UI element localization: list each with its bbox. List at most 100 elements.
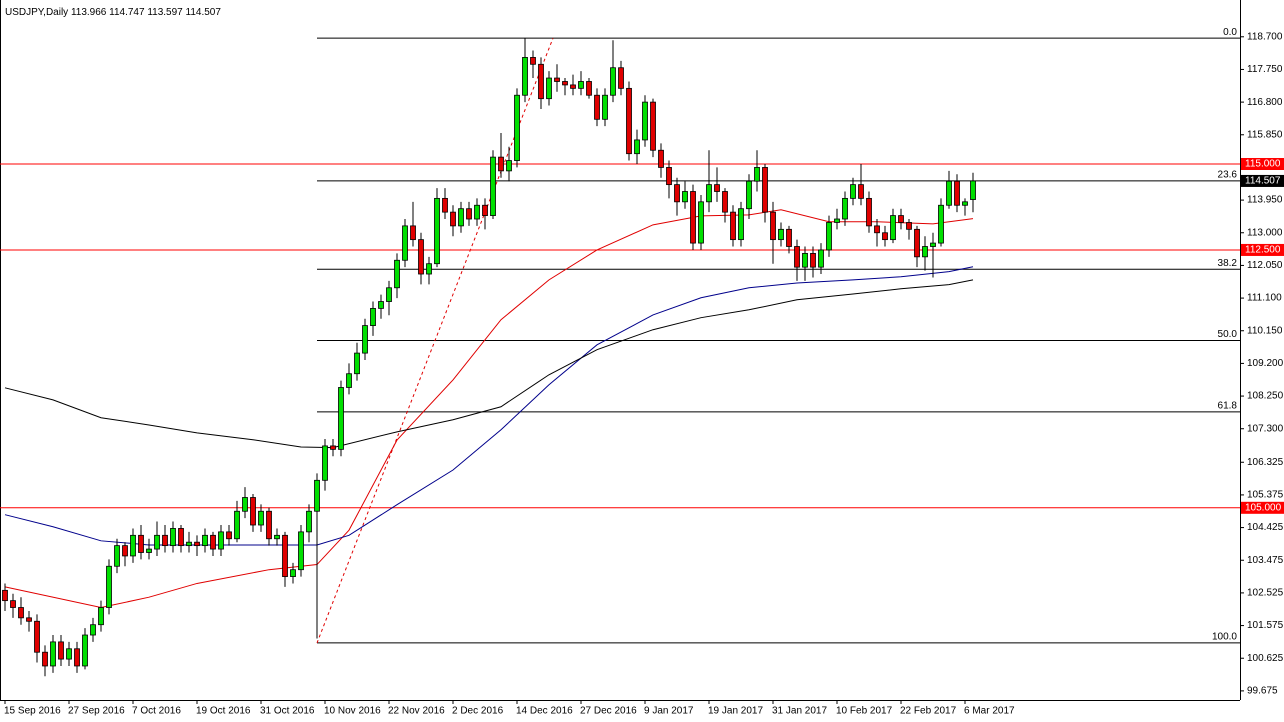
candle-body bbox=[98, 607, 104, 626]
candle-body bbox=[882, 232, 888, 241]
x-tick-label: 10 Nov 2016 bbox=[324, 706, 381, 717]
x-tick-label: 10 Feb 2017 bbox=[836, 706, 893, 717]
candle-body bbox=[482, 204, 488, 216]
candle-body bbox=[642, 101, 648, 141]
candle-body bbox=[370, 307, 376, 326]
candle-body bbox=[522, 57, 528, 96]
candle-body bbox=[938, 204, 944, 244]
candle-body bbox=[714, 184, 720, 192]
y-tick-label: 104.425 bbox=[1247, 522, 1284, 533]
candle-body bbox=[802, 252, 808, 268]
candle-body bbox=[298, 531, 304, 571]
candle-body bbox=[506, 160, 512, 172]
x-tick-label: 22 Feb 2017 bbox=[900, 706, 957, 717]
candle-body bbox=[594, 94, 600, 120]
y-tick-label: 103.475 bbox=[1247, 555, 1284, 566]
fib-label: 50.0 bbox=[1218, 329, 1238, 340]
candle-body bbox=[90, 624, 96, 636]
price-tag bbox=[1241, 174, 1284, 187]
y-tick-label: 109.200 bbox=[1247, 358, 1284, 369]
candle-body bbox=[10, 600, 16, 608]
candle-body bbox=[626, 87, 632, 155]
x-tick-label: 19 Oct 2016 bbox=[196, 706, 251, 717]
candle-body bbox=[210, 534, 216, 550]
x-tick-label: 6 Mar 2017 bbox=[964, 706, 1015, 717]
y-tick-label: 116.800 bbox=[1247, 97, 1283, 108]
candle-body bbox=[898, 215, 904, 223]
candle-body bbox=[266, 510, 272, 540]
candle-body bbox=[650, 101, 656, 151]
header: USDJPY,Daily 113.966 114.747 113.597 114… bbox=[5, 7, 221, 18]
level-tag bbox=[1241, 243, 1284, 256]
candle-body bbox=[890, 215, 896, 241]
level-label: 115.000 bbox=[1245, 159, 1281, 170]
candle-body bbox=[738, 208, 744, 241]
candle-body bbox=[554, 77, 560, 82]
candle-body bbox=[914, 228, 920, 258]
candle-body bbox=[906, 222, 912, 230]
open: 113.966 bbox=[71, 7, 107, 18]
candle-body bbox=[162, 534, 168, 547]
symbol: USDJPY,Daily bbox=[5, 7, 68, 18]
candle-body bbox=[258, 510, 264, 526]
candle-body bbox=[674, 184, 680, 203]
y-tick-label: 105.375 bbox=[1247, 490, 1284, 501]
fib-label: 23.6 bbox=[1218, 169, 1238, 180]
candle-body bbox=[818, 249, 824, 268]
candle-body bbox=[2, 589, 8, 602]
y-tick-label: 102.525 bbox=[1247, 588, 1284, 599]
candle-body bbox=[682, 191, 688, 203]
fib-label: 38.2 bbox=[1218, 258, 1238, 269]
close: 114.507 bbox=[186, 7, 222, 18]
candle-body bbox=[330, 445, 336, 450]
candle-body bbox=[866, 197, 872, 227]
y-tick-label: 115.850 bbox=[1247, 129, 1283, 140]
candle-body bbox=[930, 242, 936, 247]
candle-body bbox=[386, 287, 392, 302]
candle-body bbox=[474, 204, 480, 220]
y-tick-label: 108.250 bbox=[1247, 391, 1284, 402]
x-tick-label: 19 Jan 2017 bbox=[708, 706, 763, 717]
y-tick-label: 100.625 bbox=[1247, 653, 1284, 664]
candle-body bbox=[954, 180, 960, 206]
candle-body bbox=[762, 167, 768, 213]
y-tick-label: 106.325 bbox=[1247, 457, 1284, 468]
fib-trend bbox=[316, 37, 554, 644]
candle-body bbox=[282, 534, 288, 577]
candle-body bbox=[826, 222, 832, 251]
candle-body bbox=[602, 94, 608, 120]
fib-label: 100.0 bbox=[1212, 632, 1237, 643]
candle-body bbox=[578, 81, 584, 89]
candle-body bbox=[42, 651, 48, 667]
y-tick-label: 110.150 bbox=[1247, 325, 1283, 336]
y-tick-label: 113.000 bbox=[1247, 227, 1283, 238]
y-tick-label: 99.675 bbox=[1247, 686, 1278, 697]
candle-body bbox=[570, 84, 576, 89]
candle-body bbox=[706, 184, 712, 203]
level-label: 112.500 bbox=[1245, 245, 1281, 256]
candle-body bbox=[274, 534, 280, 540]
candle-body bbox=[722, 191, 728, 213]
y-tick-label: 117.750 bbox=[1247, 64, 1283, 75]
candle-body bbox=[50, 641, 56, 667]
level-tag bbox=[1241, 501, 1284, 514]
candle-body bbox=[530, 57, 536, 65]
candle-body bbox=[418, 239, 424, 275]
candle-body bbox=[18, 607, 24, 619]
candle-body bbox=[842, 197, 848, 220]
x-tick-label: 27 Dec 2016 bbox=[580, 706, 637, 717]
candle-body bbox=[466, 208, 472, 220]
x-tick-label: 7 Oct 2016 bbox=[132, 706, 181, 717]
candle-body bbox=[106, 565, 112, 608]
x-tick-label: 9 Jan 2017 bbox=[644, 706, 694, 717]
candle-body bbox=[962, 201, 968, 206]
candle-body bbox=[786, 228, 792, 247]
x-tick-label: 31 Jan 2017 bbox=[772, 706, 827, 717]
candle-body bbox=[690, 191, 696, 244]
x-tick-label: 27 Sep 2016 bbox=[68, 706, 125, 717]
candle-body bbox=[610, 67, 616, 96]
candle-body bbox=[850, 184, 856, 199]
candle-body bbox=[362, 325, 368, 354]
candle-body bbox=[834, 218, 840, 223]
